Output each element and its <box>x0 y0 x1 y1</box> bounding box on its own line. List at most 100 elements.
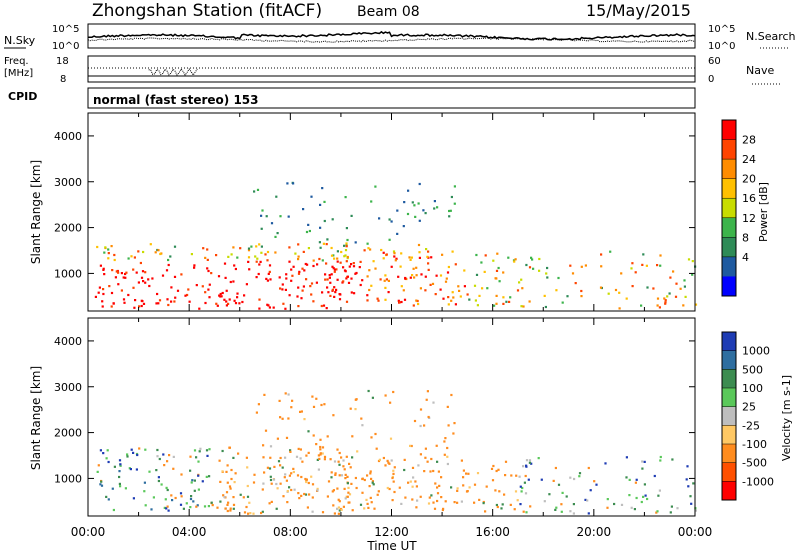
data-cell <box>143 481 146 484</box>
data-cell <box>630 506 633 509</box>
data-cell <box>620 503 624 506</box>
data-cell <box>345 277 348 280</box>
data-cell <box>409 258 412 261</box>
data-cell <box>232 280 235 283</box>
power-panel: 4000 3000 2000 1000 Slant Range [km] 28 24 20… <box>29 112 770 312</box>
data-cell <box>446 455 449 458</box>
data-cell <box>156 248 159 252</box>
data-cell <box>179 503 183 506</box>
data-cell <box>276 487 279 490</box>
data-cell <box>226 481 229 484</box>
data-cell <box>284 288 287 291</box>
cpid-text: normal (fast stereo) 153 <box>93 93 259 107</box>
colorbar-swatch <box>722 481 736 501</box>
data-cell <box>297 243 300 246</box>
data-cell <box>247 247 251 250</box>
data-cell <box>367 389 370 393</box>
data-cell <box>419 453 422 456</box>
data-cell <box>652 287 655 290</box>
data-cell <box>227 255 230 258</box>
data-cell <box>386 486 389 490</box>
data-cell <box>366 474 369 477</box>
data-cell <box>415 485 418 488</box>
data-cell <box>138 305 141 308</box>
data-cell <box>268 502 271 505</box>
data-cell <box>586 499 589 502</box>
data-cell <box>107 498 110 501</box>
data-cell <box>333 257 336 260</box>
data-cell <box>415 266 418 269</box>
data-cell <box>303 492 306 496</box>
data-cell <box>392 250 396 253</box>
data-cell <box>230 477 233 481</box>
data-cell <box>333 286 336 289</box>
data-cell <box>247 256 251 259</box>
data-cell <box>442 507 445 510</box>
data-cell <box>290 268 293 271</box>
data-cell <box>452 432 455 435</box>
data-cell <box>642 253 645 256</box>
data-cell <box>670 505 673 508</box>
data-cell <box>398 301 401 304</box>
data-cell <box>99 449 102 452</box>
data-cell <box>336 278 339 281</box>
data-cell <box>554 466 557 470</box>
data-cell <box>498 280 501 283</box>
data-cell <box>305 230 309 234</box>
data-cell <box>374 185 377 188</box>
data-cell <box>266 279 269 282</box>
xtick-label: 04:00 <box>172 525 207 539</box>
data-cell <box>179 492 183 495</box>
data-cell <box>631 285 634 288</box>
data-cell <box>368 485 371 488</box>
data-cell <box>467 472 470 475</box>
data-cell <box>411 498 414 501</box>
colorbar-swatch <box>722 462 736 482</box>
data-cell <box>233 481 236 484</box>
data-cell <box>236 296 239 299</box>
data-cell <box>132 497 135 500</box>
data-cell <box>502 302 505 305</box>
data-cell <box>486 287 489 290</box>
data-cell <box>663 297 666 300</box>
colorbar-swatch <box>722 139 736 160</box>
data-cell <box>694 509 697 512</box>
data-cell <box>589 489 592 492</box>
data-cell <box>525 263 528 267</box>
data-cell <box>342 465 345 468</box>
data-cell <box>492 464 495 468</box>
data-cell <box>263 471 266 474</box>
data-cell <box>454 263 457 266</box>
noise-search-trace <box>87 37 696 43</box>
data-cell <box>548 493 551 496</box>
data-cell <box>294 252 297 255</box>
data-cell <box>411 485 414 488</box>
data-cell <box>119 463 122 466</box>
data-cell <box>406 212 410 216</box>
data-cell <box>348 493 352 496</box>
data-cell <box>409 444 412 447</box>
data-cell <box>107 252 110 255</box>
data-cell <box>190 253 193 256</box>
data-cell <box>484 510 487 513</box>
data-cell <box>384 286 387 289</box>
data-cell <box>297 305 300 308</box>
data-cell <box>393 466 396 469</box>
data-cell <box>101 300 104 303</box>
freq-left-top-tick: 18 <box>56 56 69 67</box>
data-cell <box>211 504 214 507</box>
data-cell <box>498 490 501 493</box>
colorbar-frame <box>721 331 737 501</box>
data-cell <box>409 480 412 483</box>
data-cell <box>285 479 288 482</box>
data-cell <box>198 307 201 310</box>
data-cell <box>197 488 200 491</box>
data-cell <box>303 269 306 272</box>
data-cell <box>643 483 646 486</box>
data-cell <box>118 482 121 485</box>
data-cell <box>279 215 282 218</box>
data-cell <box>264 253 267 256</box>
data-cell <box>142 302 146 305</box>
ytick-label: 3000 <box>54 381 82 394</box>
